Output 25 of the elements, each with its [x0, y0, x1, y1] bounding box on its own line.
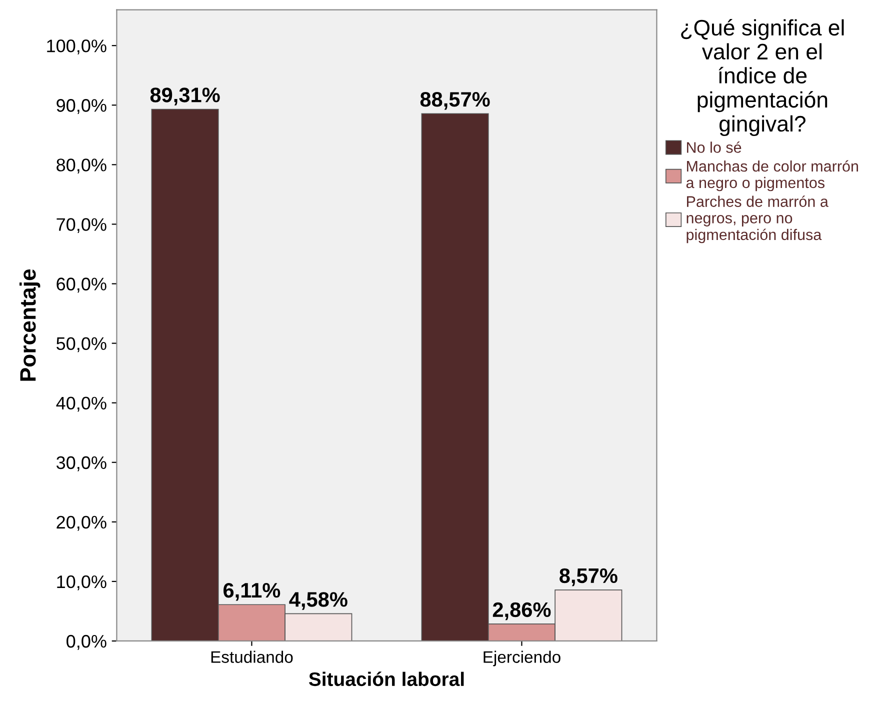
y-axis-title: Porcentaje: [19, 269, 40, 381]
data-label: 2,86%: [492, 602, 551, 620]
y-tick-label: 70,0%: [56, 218, 106, 234]
y-tick-label: 60,0%: [56, 278, 106, 293]
y-tick-label: 90,0%: [56, 99, 106, 114]
legend-label: No lo sé: [687, 141, 742, 153]
x-tick-label: Estudiando: [211, 650, 293, 663]
legend-label: Manchas de color marrón a negro o pigmentos: [686, 160, 858, 192]
data-label: 88,57%: [420, 92, 490, 110]
y-tick-label: 100,0%: [47, 40, 106, 54]
data-label: 8,57%: [560, 568, 618, 586]
y-tick-label: 40,0%: [56, 396, 106, 412]
data-label: 89,31%: [150, 88, 220, 106]
legend-label: Parches de marrón a negros, pero no pigmentación difusa: [686, 196, 828, 244]
y-tick-label: 10,0%: [57, 575, 106, 590]
x-tick-label: Ejerciendo: [484, 650, 560, 666]
y-tick-label: 30,0%: [56, 456, 106, 472]
y-tick-label: 20,0%: [56, 516, 106, 531]
data-label: 6,11%: [224, 582, 280, 601]
y-tick-label: 80,0%: [56, 158, 106, 174]
y-tick-label: 0,0%: [66, 634, 106, 650]
legend-title: ¿Qué significa el valor 2 en el índice de pigmentación gingival?: [681, 19, 844, 136]
y-tick-label: 50,0%: [56, 337, 106, 352]
x-axis-title: Situación laboral: [308, 672, 464, 686]
data-label: 4,58%: [289, 592, 348, 610]
